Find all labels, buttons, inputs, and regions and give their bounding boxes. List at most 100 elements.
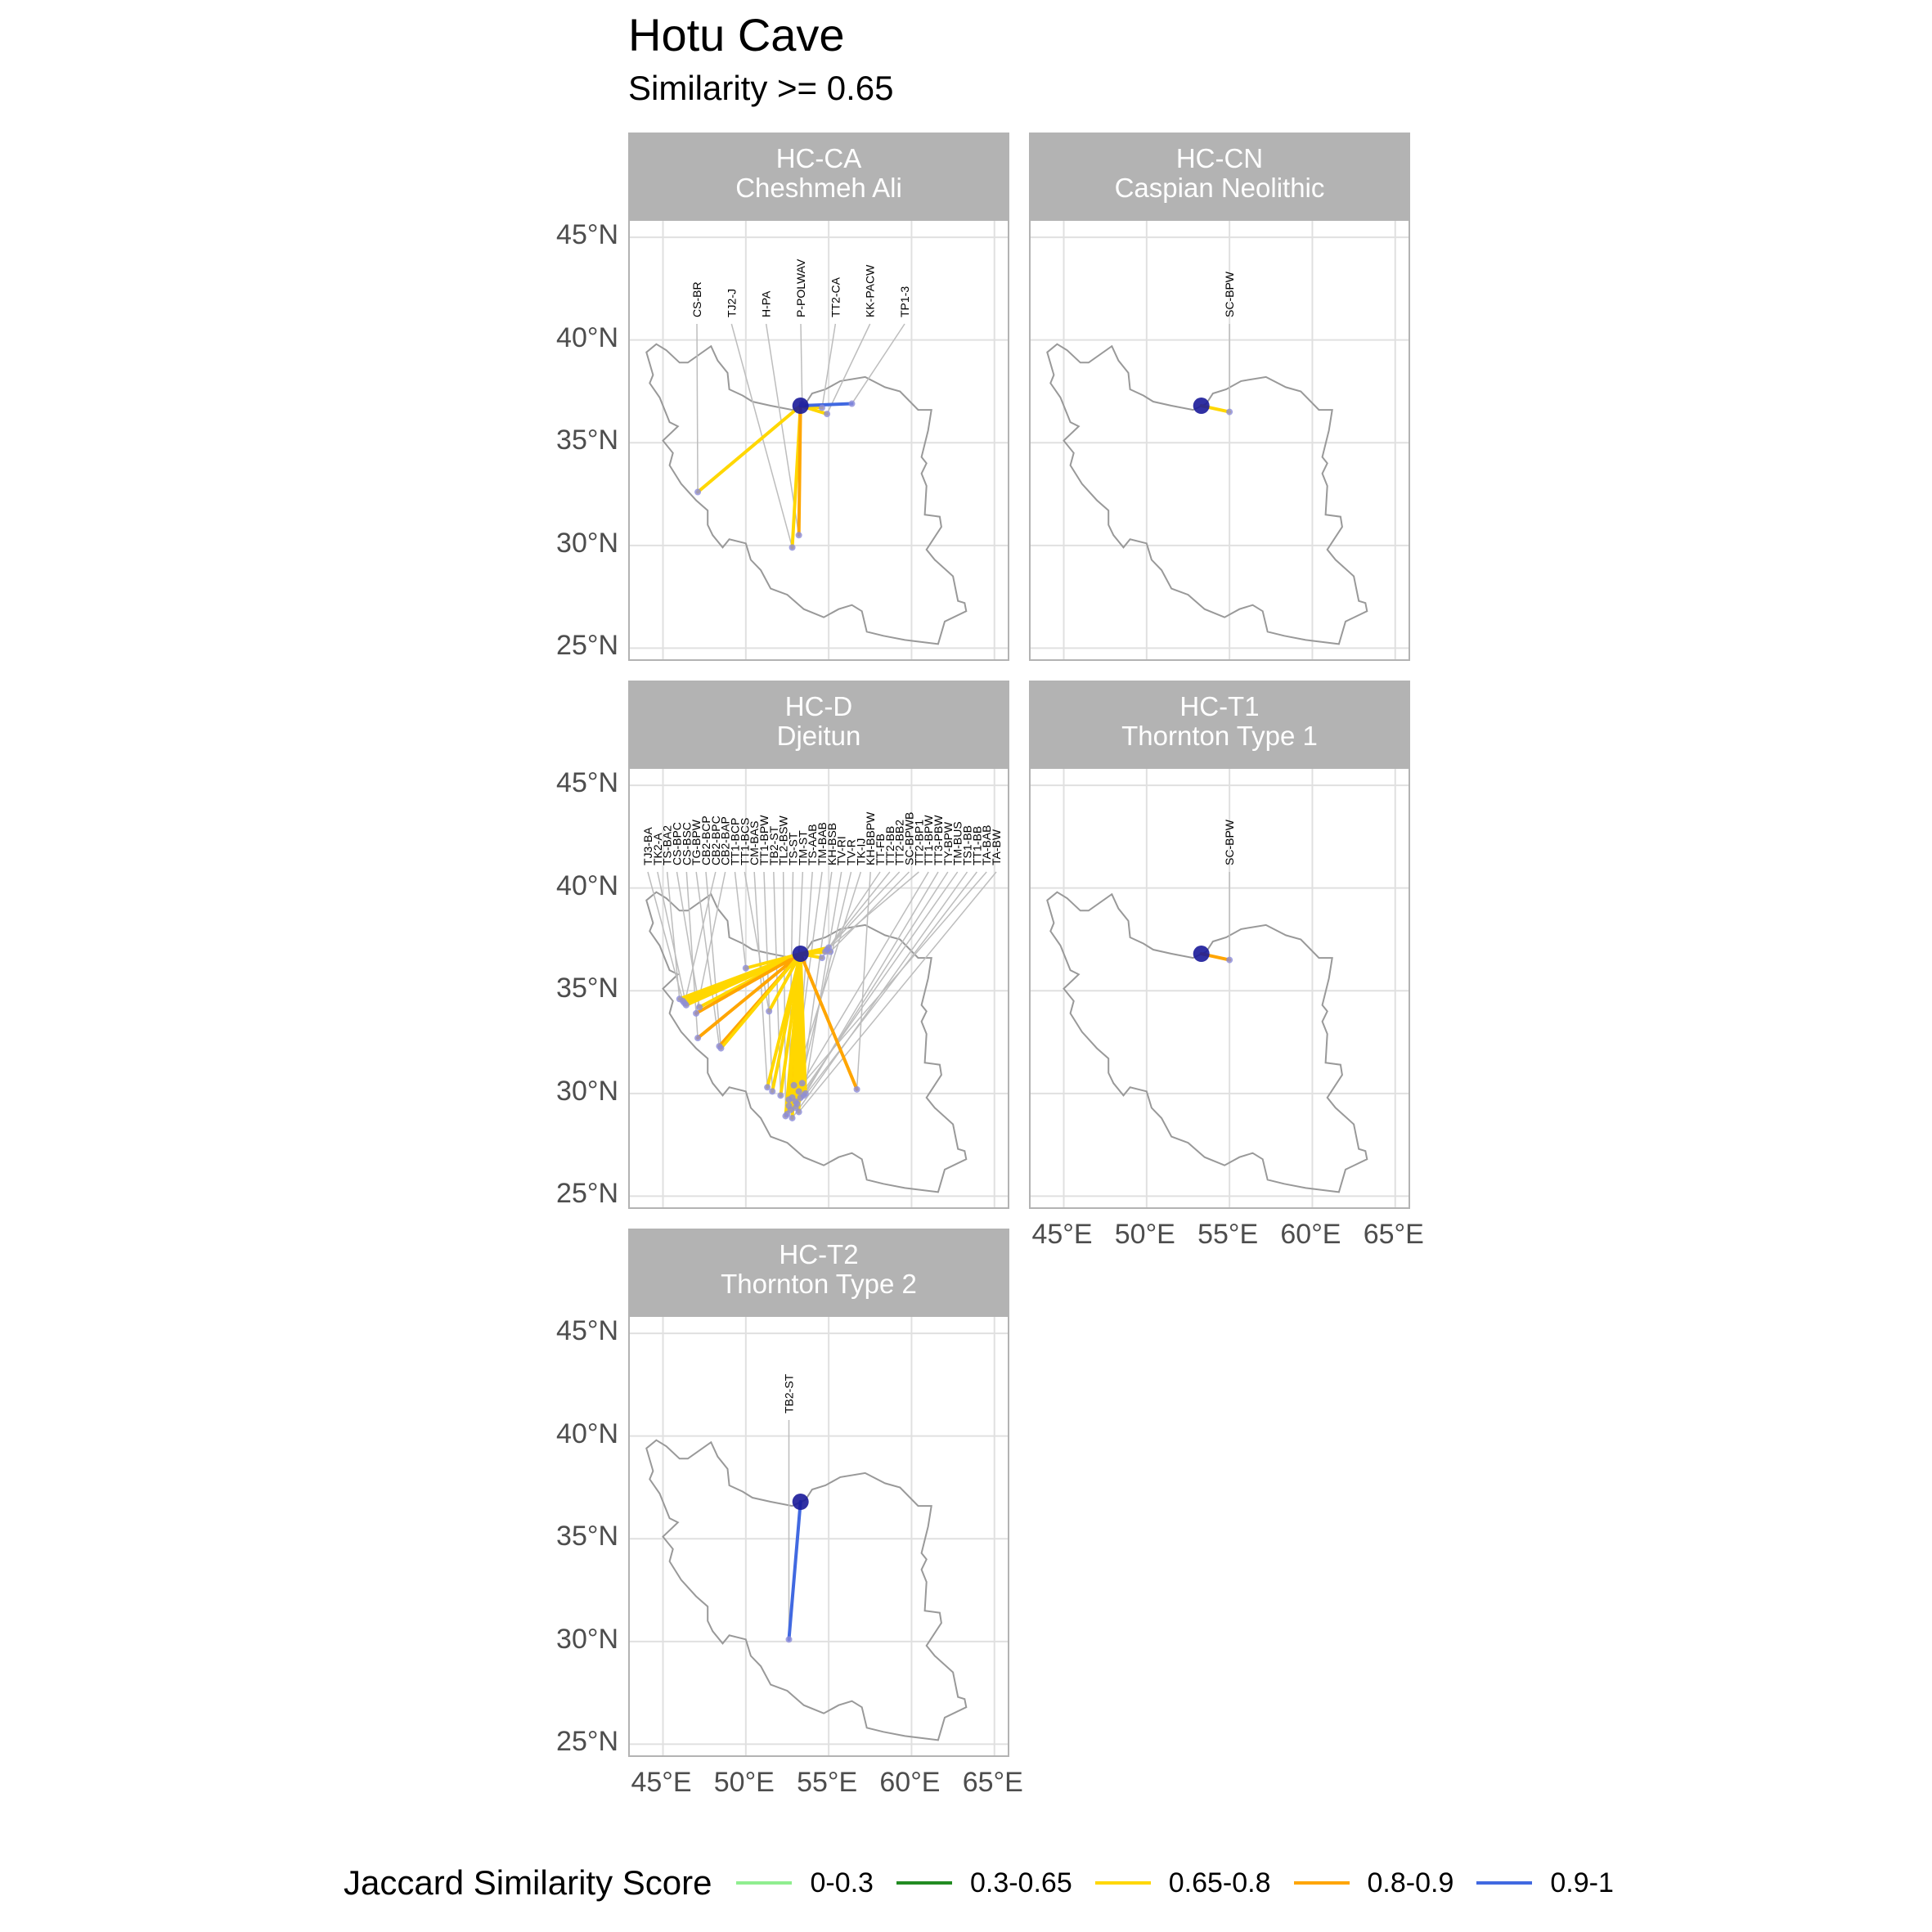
site-label: TY-BPW: [941, 821, 955, 865]
label-leader: [795, 871, 977, 1108]
site-label: TS-AAB: [806, 824, 819, 865]
facet-name: Thornton Type 2: [721, 1269, 917, 1299]
site-label: TV-R: [845, 839, 858, 865]
legend-key-line: [896, 1881, 952, 1885]
legend-label: 0.9-1: [1550, 1867, 1614, 1898]
legend-item: 0.8-0.9: [1293, 1867, 1454, 1899]
label-leader: [657, 871, 687, 1005]
legend-key-line: [736, 1881, 793, 1885]
map-svg: SC-BPW: [1031, 769, 1409, 1207]
legend-label: 0-0.3: [810, 1867, 874, 1898]
iran-border: [1046, 891, 1368, 1193]
site-label: TA-BW: [990, 829, 1003, 865]
legend-key-line: [1476, 1881, 1533, 1885]
site-label: TP1-3: [898, 286, 911, 317]
origin-site-point: [792, 1494, 809, 1511]
label-leader: [828, 871, 901, 949]
legend-key-line: [1094, 1881, 1151, 1885]
site-label: SC-BPWB: [903, 812, 916, 865]
facet-strip: HC-T2 Thornton Type 2: [628, 1229, 1009, 1315]
x-tick-label: 65°E: [962, 1767, 1023, 1798]
similarity-link: [682, 952, 802, 1005]
label-leader: [851, 323, 905, 404]
target-site-point: [676, 995, 683, 1003]
y-tick-label: 35°N: [556, 425, 618, 456]
similarity-link: [787, 1500, 802, 1642]
target-site-point: [795, 532, 802, 539]
iran-border: [645, 343, 968, 645]
target-site-point: [785, 1096, 793, 1103]
target-site-point: [789, 1114, 796, 1121]
site-label: CS-BPC: [671, 822, 684, 865]
target-site-point: [694, 488, 702, 496]
map-svg: TJ3-BATK2-ATS-BA2CS-BPCCS-BSCTG-BPWCB2-B…: [630, 769, 1008, 1207]
facet-code: HC-T2: [779, 1239, 859, 1269]
target-site-point: [694, 1035, 702, 1042]
x-tick-label: 45°E: [1031, 1219, 1093, 1250]
y-tick-label: 30°N: [556, 1075, 618, 1107]
legend-item: 0.9-1: [1476, 1867, 1614, 1899]
facet-code: HC-CN: [1175, 143, 1264, 173]
label-leader: [802, 871, 929, 1084]
y-tick-label: 45°N: [556, 767, 618, 799]
origin-site-point: [1193, 946, 1210, 963]
target-site-point: [789, 544, 796, 551]
similarity-link: [719, 952, 802, 1050]
x-tick-label: 60°E: [879, 1767, 941, 1798]
site-label: TT1-BCS: [738, 818, 751, 865]
site-label: CS-BR: [690, 281, 703, 317]
y-tick-label: 35°N: [556, 1521, 618, 1552]
site-label: CS-BSC: [680, 822, 693, 865]
target-site-point: [795, 1108, 802, 1116]
site-label: TT2-BB: [883, 826, 896, 865]
site-label: SC-BPW: [1223, 819, 1236, 865]
site-label: TK2-A: [651, 833, 664, 865]
similarity-link: [767, 952, 802, 1013]
target-site-point: [1226, 408, 1233, 416]
site-label: TT1-BB: [970, 826, 983, 865]
site-label: SC-BPW: [1223, 271, 1236, 317]
map-svg: CS-BR TJ2-J H-PA P-POLWAV TT2-CA KK-PACW TP1-3: [630, 221, 1008, 659]
y-tick-label: 25°N: [556, 1178, 618, 1210]
similarity-link: [744, 952, 802, 970]
y-tick-label: 45°N: [556, 1315, 618, 1347]
site-label: TJ3-BA: [641, 827, 654, 865]
legend-title: Jaccard Similarity Score: [344, 1863, 712, 1902]
label-leader: [730, 323, 793, 548]
facet-name: Caspian Neolithic: [1114, 173, 1325, 203]
site-label: H-PA: [760, 290, 773, 317]
site-label: TJ2-J: [725, 289, 738, 317]
site-label: P-POLWAV: [794, 258, 807, 317]
map-svg: TB2-ST: [630, 1317, 1008, 1755]
label-leader: [744, 871, 770, 1012]
x-tick-label: 50°E: [1114, 1219, 1175, 1250]
page-subtitle: Similarity >= 0.65: [628, 69, 894, 107]
facet-panel-hc-d: HC-D Djeitun TJ3-BA TK2-A TS-BA2 CS-BPC CS-BSC…: [628, 681, 1009, 1209]
facet-strip: HC-CA Cheshmeh Ali: [628, 133, 1009, 219]
facet-strip: HC-CN Caspian Neolithic: [1029, 133, 1410, 219]
target-site-point: [764, 1084, 771, 1091]
target-site-point: [769, 1088, 776, 1095]
map-plot: TB2-ST: [628, 1315, 1009, 1757]
facet-code: HC-D: [784, 691, 853, 721]
target-site-point: [819, 404, 826, 411]
legend-item: 0.65-0.8: [1094, 1867, 1271, 1899]
label-leader: [684, 871, 717, 1004]
iran-border: [645, 1439, 968, 1741]
label-leader: [696, 323, 699, 492]
y-tick-label: 30°N: [556, 1623, 618, 1655]
site-label: CB2-BCP: [699, 815, 712, 865]
site-label: CB2-BPC: [709, 815, 722, 865]
legend-label: 0.8-0.9: [1367, 1867, 1454, 1898]
target-site-point: [795, 1088, 802, 1095]
similarity-link: [696, 952, 802, 1040]
map-svg: SC-BPW: [1031, 221, 1409, 659]
facet-strip: HC-T1 Thornton Type 1: [1029, 681, 1410, 767]
label-leader: [734, 871, 747, 968]
target-site-point: [819, 955, 826, 962]
target-site-point: [681, 1000, 688, 1007]
x-tick-label: 60°E: [1280, 1219, 1341, 1250]
label-leader: [666, 871, 681, 1000]
page-title: Hotu Cave: [628, 9, 845, 61]
y-tick-label: 25°N: [556, 1726, 618, 1758]
